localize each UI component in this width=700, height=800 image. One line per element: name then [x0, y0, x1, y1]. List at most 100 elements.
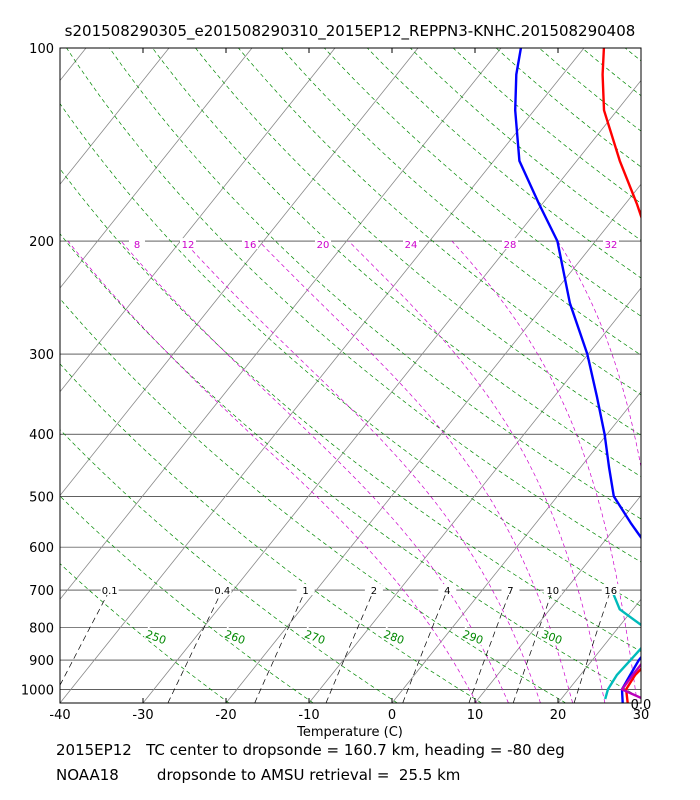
y-tick-label: 300 [29, 348, 54, 363]
mixing-ratio-line [468, 589, 511, 703]
mixing-ratio-label: 7 [507, 586, 513, 597]
moist-adiabat-label-bg [129, 238, 145, 250]
y-tick-label: 800 [29, 621, 54, 636]
dry-adiabat-label-bg [222, 626, 248, 646]
moist-adiabat-label: 32 [605, 240, 618, 251]
moist-adiabat-line [183, 240, 541, 703]
dry-adiabat-line [195, 48, 641, 436]
sounding-series-line [601, 48, 641, 703]
moist-adiabat-line [557, 240, 641, 469]
dry-adiabat-line [60, 363, 482, 703]
dry-adiabat-line [60, 168, 641, 652]
dry-adiabat-line [324, 48, 641, 317]
mixing-ratio-label: 0.1 [102, 586, 118, 597]
chart-title: s201508290305_e201508290310_2015EP12_REP… [64, 22, 636, 40]
moist-adiabat-label-bg [603, 238, 619, 250]
sounding-series-line [514, 48, 641, 703]
moist-adiabat-label-bg [403, 238, 419, 250]
moist-adiabat-line [67, 240, 477, 703]
isotherm-line [60, 48, 419, 497]
mixing-ratio-label-bg [543, 584, 562, 596]
y-tick-label: 500 [29, 490, 54, 505]
dry-adiabat-label: 290 [461, 628, 485, 647]
dry-adiabat-line [452, 48, 641, 204]
mixing-ratio-label-bg [364, 584, 383, 596]
moist-adiabat-label-bg [502, 238, 518, 250]
moist-adiabat-line [120, 240, 509, 703]
sounding-series-line [604, 589, 641, 700]
isotherm-line [474, 494, 641, 703]
mixing-ratio-label-bg [438, 584, 457, 596]
isotherm-line [0, 48, 3, 703]
dry-adiabat-line [367, 48, 641, 279]
dry-adiabat-line [668, 48, 700, 703]
moist-adiabat-label: 20 [317, 240, 330, 251]
series-layer [514, 48, 641, 703]
y-tick-label: 1000 [21, 683, 54, 698]
mixing-ratio-label: 4 [444, 586, 450, 597]
dry-adiabat-line [60, 298, 566, 703]
dry-adiabat-label-bg [143, 626, 169, 646]
mixing-ratio-label: 10 [546, 586, 559, 597]
x-tick-label: -20 [215, 708, 236, 723]
dry-adiabat-line [66, 48, 641, 563]
dry-adiabat-label: 260 [223, 628, 247, 647]
axis-layer: -40 -30 -20 -10 0 10 20 30 100 200 300 400 500 600 700… [21, 42, 649, 723]
mixing-ratio-line [402, 589, 448, 703]
dry-adiabat-line [152, 48, 641, 478]
y-tick-label: 200 [29, 235, 54, 250]
corner-label: 0.0 [631, 698, 652, 713]
x-tick-label: 20 [550, 708, 567, 723]
isotherm-line [60, 48, 585, 703]
moist-adiabat-label: 16 [244, 240, 257, 251]
moist-adiabat-label-bg [315, 238, 331, 250]
dry-adiabat-line [538, 48, 641, 132]
dry-adiabat-label: 270 [303, 628, 327, 647]
mixing-ratio-label: 2 [371, 586, 377, 597]
dry-adiabat-line [410, 48, 641, 241]
dry-adiabat-label-bg [381, 626, 407, 646]
footer-line-2: NOAA18 dropsonde to AMSU retrieval = 25.… [56, 766, 461, 784]
mixing-ratio-label-bg [213, 584, 232, 596]
moist-adiabat-line [451, 240, 638, 703]
isotherm-line [308, 287, 641, 703]
mixing-ratio-line [167, 589, 223, 703]
dry-adiabat-line [60, 233, 641, 699]
dry-adiabat-label-bg [460, 626, 486, 646]
y-tick-label: 900 [29, 654, 54, 669]
mixing-ratio-label-bg [501, 584, 520, 596]
moist-adiabat-label: 8 [134, 240, 140, 251]
moist-adiabat-label: 24 [405, 240, 418, 251]
mixing-ratio-label-bg [601, 584, 620, 596]
y-tick-label: 700 [29, 584, 54, 599]
y-tick-label: 100 [29, 42, 54, 57]
x-tick-label: 10 [467, 708, 484, 723]
mixing-ratio-line [325, 589, 375, 703]
dry-adiabat-label: 280 [382, 628, 406, 647]
sounding-series-line [620, 662, 641, 700]
dry-adiabat-line [495, 48, 641, 168]
isotherm-line [60, 48, 502, 600]
dry-adiabat-line [60, 563, 230, 703]
x-tick-label: 0 [388, 708, 396, 723]
isotherm-line [142, 79, 641, 703]
x-tick-label: -30 [132, 708, 153, 723]
isotherm-line [60, 48, 253, 289]
moist-adiabat-label-bg [180, 238, 196, 250]
x-axis-label: Temperature (C) [296, 725, 403, 740]
mixing-ratio-label: 1 [302, 586, 308, 597]
mixing-ratio-label: 16 [604, 586, 617, 597]
mixing-ratio-label-bg [296, 584, 315, 596]
moist-adiabat-label-bg [242, 238, 258, 250]
mixing-ratio-label-bg [100, 584, 119, 596]
dry-adiabat-label-bg [302, 626, 328, 646]
dry-adiabat-label-bg [539, 626, 565, 646]
mixing-ratio-line [254, 589, 306, 703]
dry-adiabat-line [60, 103, 641, 607]
plot-frame [59, 47, 642, 704]
dry-adiabat-label: 300 [540, 628, 564, 647]
dry-adiabat-line [60, 495, 314, 703]
isotherm-line [640, 702, 641, 703]
